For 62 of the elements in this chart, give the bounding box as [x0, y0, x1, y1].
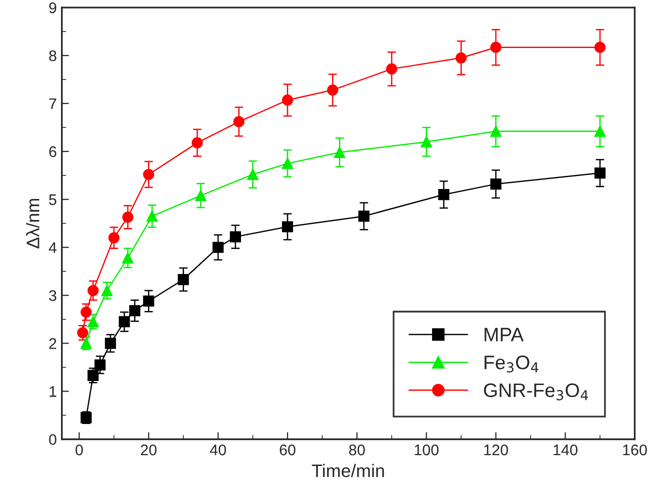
point — [456, 52, 467, 64]
x-tick-label: 160 — [623, 444, 647, 456]
point — [108, 232, 120, 244]
legend-label: Fe$_{3}$O$_{4}$ — [484, 356, 538, 372]
point — [178, 274, 189, 286]
point — [327, 84, 338, 96]
point — [386, 63, 398, 74]
point — [247, 168, 258, 180]
point — [594, 126, 606, 137]
x-axis-title: Time/min — [312, 464, 384, 478]
x-tick-label: 0 — [76, 444, 83, 456]
point — [282, 158, 294, 169]
point — [195, 190, 206, 202]
y-tick-label: 1 — [50, 386, 56, 397]
point — [77, 327, 88, 338]
y-tick-label: 4 — [48, 242, 57, 253]
point — [230, 231, 241, 242]
y-tick-label: 7 — [49, 98, 56, 110]
legend-label: GNR-Fe$_{3}$O$_{4}$ — [484, 383, 588, 400]
point — [438, 189, 450, 200]
point — [143, 296, 154, 307]
point — [334, 146, 346, 158]
y-tick-label: 3 — [49, 290, 56, 302]
x-tick-label: 60 — [280, 444, 296, 456]
point — [420, 136, 432, 148]
point — [212, 242, 224, 253]
point — [594, 167, 606, 179]
legend-label: MPA — [484, 328, 524, 342]
x-tick-label: 100 — [414, 444, 439, 456]
point — [192, 137, 203, 148]
point — [490, 42, 502, 53]
y-tick-label: 2 — [49, 338, 56, 349]
point — [80, 306, 92, 318]
y-tick-label: 8 — [49, 50, 56, 62]
y-tick-label: 5 — [49, 194, 56, 206]
point — [104, 338, 116, 349]
point — [88, 284, 99, 296]
x-tick-label: 120 — [484, 444, 508, 456]
x-tick-label: 80 — [349, 444, 365, 456]
point — [490, 126, 502, 137]
point — [118, 316, 130, 328]
y-tick-label: 6 — [49, 146, 56, 158]
point — [122, 212, 134, 223]
x-tick-label: 40 — [210, 444, 226, 456]
y-tick-label: 0 — [49, 434, 56, 445]
point — [143, 168, 154, 180]
point — [88, 316, 99, 328]
point — [101, 284, 113, 296]
point — [282, 221, 294, 232]
point — [233, 116, 244, 128]
y-axis-title: Δλ/nm — [26, 198, 40, 248]
point — [129, 305, 140, 316]
point — [146, 210, 158, 222]
x-tick-label: 140 — [554, 444, 578, 456]
point — [122, 252, 134, 264]
point — [594, 42, 606, 53]
point — [282, 94, 294, 106]
point — [94, 359, 106, 370]
y-tick-label: 9 — [49, 2, 56, 14]
x-tick-label: 20 — [140, 444, 157, 456]
point — [490, 178, 502, 190]
point — [358, 210, 370, 222]
